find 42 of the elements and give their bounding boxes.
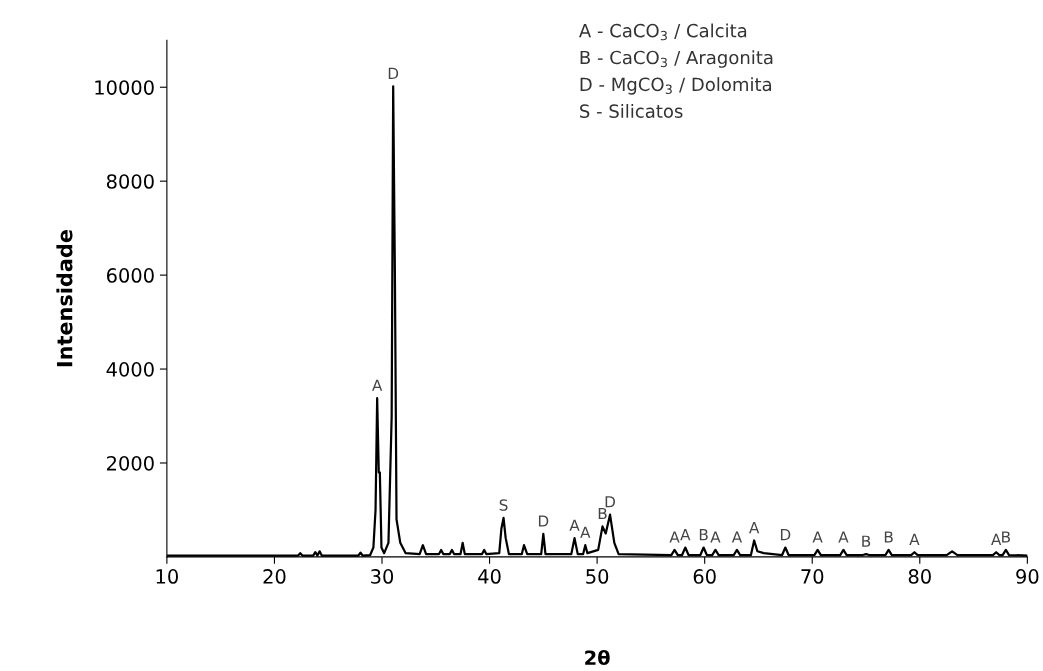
annotation: A <box>372 379 383 391</box>
annotation: A <box>680 529 691 541</box>
x-tick-label: 10 <box>156 569 178 584</box>
annotation: A <box>838 531 849 543</box>
annotation: S <box>499 499 508 511</box>
x-tick-label: 50 <box>586 569 609 584</box>
annotation: B <box>598 507 607 520</box>
y-tick-label: 2000 <box>107 455 154 471</box>
x-tick-label: 20 <box>263 569 286 584</box>
annotation: A <box>569 519 580 531</box>
annotation: B <box>862 535 871 547</box>
y-tick-label: 10000 <box>95 80 154 95</box>
x-axis-title: 2θ <box>585 649 610 666</box>
annotation: B <box>884 531 893 543</box>
annotation: A <box>749 522 760 534</box>
annotation: A <box>580 526 591 538</box>
x-tick-label: 80 <box>908 569 931 584</box>
annotation: A <box>710 531 721 543</box>
annotation: A <box>991 533 1002 545</box>
x-tick-label: 60 <box>693 569 716 584</box>
x-tick-label: 30 <box>371 569 394 584</box>
annotation: D <box>605 496 615 508</box>
y-tick-label: 8000 <box>106 174 154 189</box>
annotation: A <box>669 531 680 543</box>
annotation: D <box>780 529 791 541</box>
annotation: B <box>699 529 708 541</box>
annotation: A <box>909 533 920 545</box>
annotation: B - CaCO$_{3}$ / Aragonita <box>580 50 773 68</box>
annotation: D - MgCO$_{3}$ / Dolomita <box>580 77 772 95</box>
annotation: D <box>388 67 399 79</box>
x-tick-label: 40 <box>478 569 501 584</box>
annotation: A - CaCO$_{3}$ / Calcita <box>579 23 747 41</box>
y-tick-label: 4000 <box>106 362 154 377</box>
x-tick-label: 90 <box>1016 569 1039 584</box>
annotation: A <box>731 531 743 543</box>
x-tick-label: 70 <box>801 569 824 584</box>
annotation: S - Silicatos <box>580 104 683 118</box>
annotation: B <box>1002 531 1010 543</box>
annotation: D <box>538 515 549 527</box>
y-tick-label: 6000 <box>106 268 154 283</box>
annotation: A <box>812 531 823 543</box>
y-axis-title: Intensidade <box>56 230 73 367</box>
